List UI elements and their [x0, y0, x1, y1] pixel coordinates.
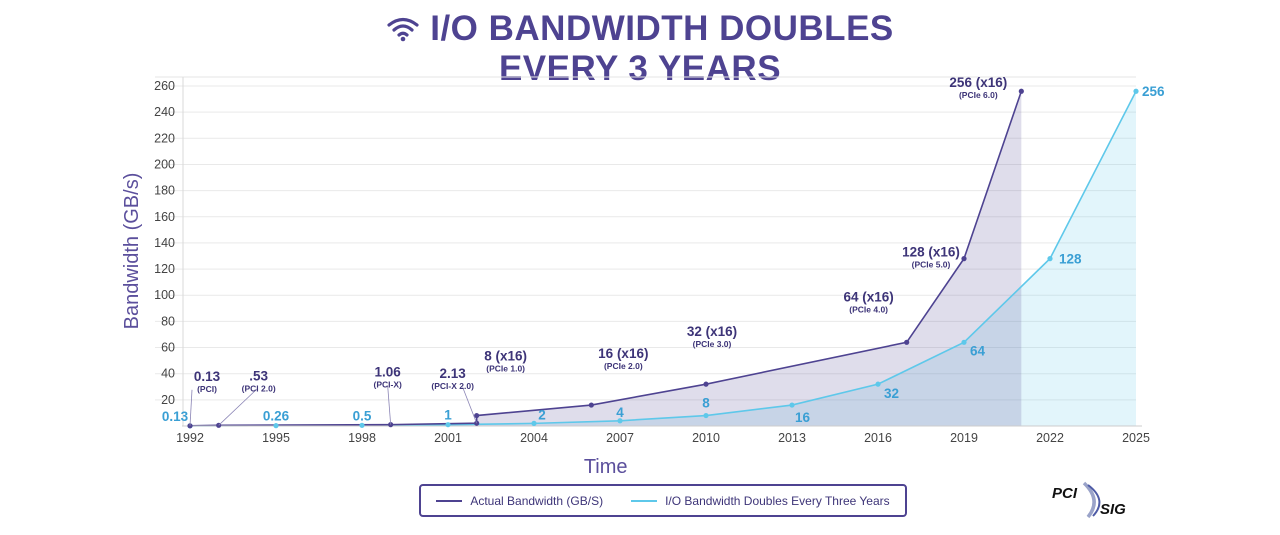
x-tick-label: 2019 [950, 431, 978, 445]
y-tick-label: 20 [161, 393, 175, 407]
chart-title-line1: I/O BANDWIDTH DOUBLES [430, 9, 894, 48]
actual-point [1018, 88, 1024, 94]
theory-value-label: 4 [616, 405, 624, 420]
series-line-actual [189, 90, 1023, 427]
theory-point [445, 422, 451, 428]
x-tick-label: 1992 [176, 431, 204, 445]
actual-value-label: 0.13 [194, 369, 221, 384]
x-tick-label: 2010 [692, 431, 720, 445]
y-axis-title: Bandwidth (GB/s) [121, 173, 143, 330]
theory-point [617, 418, 623, 424]
theory-point [273, 423, 279, 429]
actual-point [474, 412, 480, 419]
y-tick-label: 180 [154, 184, 175, 198]
theory-value-label: 256 [1142, 84, 1165, 99]
theory-value-label: 1 [444, 408, 452, 423]
actual-label-leader [387, 385, 392, 425]
area-theory [190, 91, 1136, 426]
actual-version-label: (PCIe 1.0) [486, 364, 525, 374]
theory-value-label: 0.13 [162, 409, 189, 424]
actual-value-label: 1.06 [375, 365, 402, 380]
actual-value-label: 2.13 [440, 366, 467, 381]
y-tick-label: 260 [154, 79, 175, 93]
theory-value-label: 8 [702, 396, 710, 411]
actual-version-label: (PCIe 2.0) [604, 361, 643, 371]
actual-label-leader [462, 387, 478, 424]
chart-legend: Actual Bandwidth (GB/S) I/O Bandwidth Do… [419, 484, 907, 517]
theory-point [531, 420, 537, 426]
actual-value-label: 128 (x16) [902, 245, 960, 260]
legend-item-theory: I/O Bandwidth Doubles Every Three Years [631, 494, 890, 508]
theory-point [789, 402, 795, 408]
area-actual [190, 91, 1022, 426]
actual-point [961, 256, 967, 262]
y-tick-label: 140 [154, 236, 175, 250]
theory-point [875, 381, 881, 387]
x-tick-label: 2025 [1122, 431, 1150, 445]
theory-value-label: 128 [1059, 252, 1082, 267]
theory-value-label: 2 [538, 407, 546, 422]
y-tick-label: 160 [154, 210, 175, 224]
y-tick-label: 100 [154, 288, 175, 302]
actual-value-label: 64 (x16) [844, 289, 894, 304]
actual-value-label: 8 (x16) [484, 349, 527, 364]
actual-point [904, 339, 910, 345]
theory-point [703, 412, 709, 419]
actual-value-label: .53 [249, 368, 268, 383]
x-tick-label: 2007 [606, 431, 634, 445]
legend-label-actual: Actual Bandwidth (GB/S) [470, 493, 604, 508]
theory-value-label: 0.5 [353, 408, 372, 423]
actual-value-label: 16 (x16) [598, 346, 648, 361]
y-tick-label: 220 [154, 131, 175, 145]
x-tick-label: 1998 [348, 431, 376, 445]
actual-version-label: (PCIe 4.0) [849, 304, 888, 314]
theory-value-label: 16 [795, 410, 811, 425]
theory-point [359, 422, 365, 428]
theory-value-label: 0.26 [263, 409, 290, 424]
x-tick-label: 2004 [520, 431, 548, 445]
y-tick-label: 200 [154, 157, 175, 171]
legend-swatch-actual [436, 499, 463, 502]
pci-sig-logo: PCI SIG [1052, 481, 1126, 519]
logo-text-bottom: SIG [1100, 501, 1126, 518]
legend-swatch-theory [631, 499, 658, 502]
y-tick-label: 240 [154, 105, 175, 119]
chart-title-line2: EVERY 3 YEARS [498, 49, 782, 88]
y-tick-label: 40 [161, 367, 175, 381]
actual-label-leader [218, 389, 257, 426]
actual-version-label: (PCI 2.0) [242, 383, 276, 393]
actual-version-label: (PCI-X 2.0) [431, 381, 474, 391]
logo-text-top: PCI [1052, 485, 1078, 502]
legend-label-theory: I/O Bandwidth Doubles Every Three Years [665, 493, 890, 508]
x-axis-title: Time [584, 456, 628, 478]
x-tick-label: 2016 [864, 431, 892, 445]
theory-point [1047, 256, 1053, 262]
theory-point [1133, 88, 1139, 94]
theory-value-label: 64 [970, 343, 986, 358]
x-tick-label: 2022 [1036, 431, 1064, 445]
actual-point [588, 402, 594, 408]
wifi-icon [387, 17, 419, 42]
actual-version-label: (PCI-X) [373, 380, 402, 390]
actual-version-label: (PCIe 3.0) [693, 339, 732, 349]
actual-version-label: (PCIe 5.0) [912, 260, 951, 270]
actual-version-label: (PCIe 6.0) [959, 90, 998, 100]
y-tick-label: 60 [161, 341, 175, 355]
theory-value-label: 32 [884, 386, 899, 401]
x-tick-label: 1995 [262, 431, 290, 445]
actual-version-label: (PCI) [197, 384, 217, 394]
actual-value-label: 256 (x16) [949, 75, 1007, 90]
y-tick-label: 80 [161, 314, 175, 328]
actual-label-leader [189, 389, 193, 426]
y-tick-label: 120 [154, 262, 175, 276]
chart-title: I/O BANDWIDTH DOUBLES EVERY 3 YEARS [0, 10, 1280, 88]
theory-point [961, 339, 967, 345]
legend-item-actual: Actual Bandwidth (GB/S) [436, 494, 603, 508]
x-tick-label: 2013 [778, 431, 806, 445]
x-tick-label: 2001 [434, 431, 462, 445]
actual-value-label: 32 (x16) [687, 324, 737, 339]
actual-point [703, 381, 709, 387]
